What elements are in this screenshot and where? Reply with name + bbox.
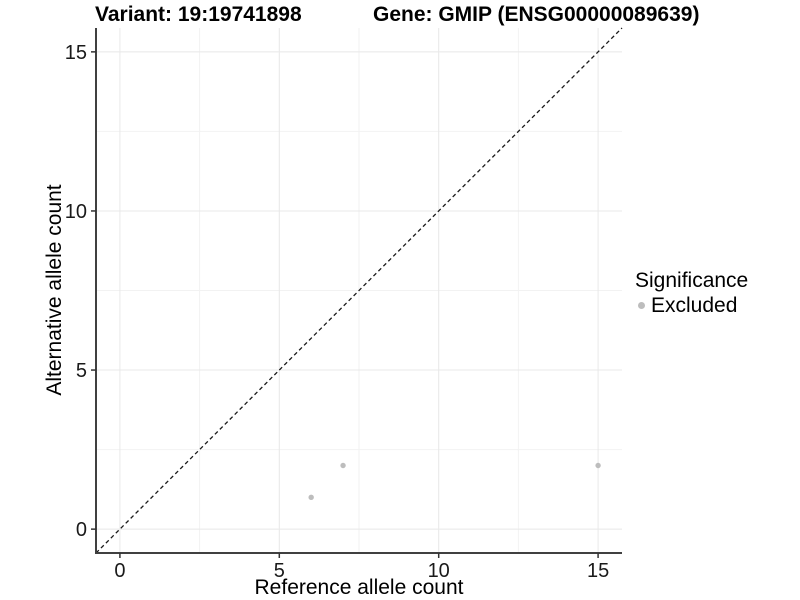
x-axis-title: Reference allele count <box>254 576 464 599</box>
x-tick-label: 5 <box>274 560 285 582</box>
y-tick-label: 5 <box>76 360 87 382</box>
data-point <box>595 462 601 469</box>
data-point <box>340 462 346 469</box>
legend: Significance Excluded <box>635 269 748 317</box>
y-tick-label: 15 <box>65 42 87 64</box>
y-tick-label: 10 <box>65 201 87 223</box>
identity-dashed-line <box>95 27 623 554</box>
x-tick-label: 0 <box>114 560 125 582</box>
gridlines <box>96 28 622 553</box>
variant-title: Variant: 19:19741898 <box>95 3 302 26</box>
legend-item-label: Excluded <box>651 294 738 317</box>
y-axis-title: Alternative allele count <box>43 184 66 396</box>
legend-point-icon <box>638 302 645 309</box>
axis-ticks: 0 5 10 15 0 5 10 15 <box>65 42 609 582</box>
x-tick-label: 10 <box>428 560 450 582</box>
legend-item-excluded: Excluded <box>638 294 748 317</box>
y-tick-label: 0 <box>76 519 87 541</box>
data-point <box>308 494 314 501</box>
legend-title: Significance <box>635 269 749 292</box>
gene-title: Gene: GMIP (ENSG00000089639) <box>373 3 700 26</box>
x-tick-label: 15 <box>587 560 609 582</box>
data-points <box>308 462 601 501</box>
